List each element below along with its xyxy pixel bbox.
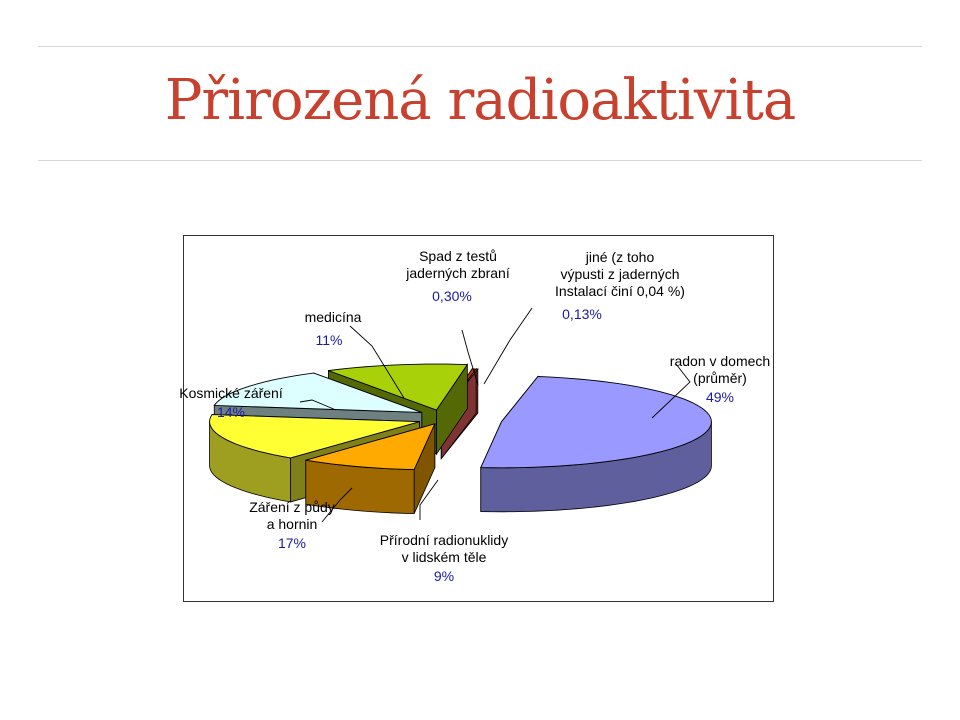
slice-label-fallout-line-0: Spad z testů bbox=[419, 248, 497, 264]
leader-line-radon bbox=[651, 363, 691, 419]
slice-label-other-line-0: jiné (z toho bbox=[585, 249, 655, 265]
slice-value-radon: 49% bbox=[706, 389, 734, 405]
slice-value-cosmic: 14% bbox=[217, 404, 245, 420]
slice-radon bbox=[480, 375, 712, 513]
leader-line-other bbox=[483, 307, 533, 385]
slice-body-top bbox=[305, 423, 436, 471]
slice-label-medicine-line-0: medicína bbox=[305, 309, 362, 325]
leader-line-fallout bbox=[461, 329, 479, 386]
slice-cosmic-top bbox=[213, 372, 422, 413]
bottom-rule bbox=[38, 160, 922, 161]
slice-label-soil-line-0: Záření z půdy bbox=[249, 499, 335, 515]
leader-line-medicine bbox=[349, 325, 405, 399]
slice-label-radon-line-0: radon v domech bbox=[670, 353, 770, 369]
slice-radon-top bbox=[480, 376, 712, 469]
leader-line-body bbox=[419, 479, 439, 520]
slice-label-body-line-0: Přírodní radionuklidy bbox=[380, 532, 508, 548]
top-rule bbox=[38, 46, 922, 47]
slice-label-radon: radon v domech(průměr) 49% bbox=[670, 353, 770, 405]
slice-medicine-top bbox=[328, 363, 469, 411]
leader-line-cosmic bbox=[299, 399, 337, 411]
slice-label-cosmic: Kosmické záření 14% bbox=[179, 385, 283, 420]
slice-label-fallout-line-1: jaderných zbraní bbox=[405, 265, 510, 281]
slice-label-soil-line-1: a hornin bbox=[267, 516, 318, 532]
slice-value-body: 9% bbox=[434, 568, 454, 584]
slice-value-other: 0,13% bbox=[562, 306, 602, 322]
slice-soil-top bbox=[209, 414, 420, 459]
slice-value-soil: 17% bbox=[278, 535, 306, 551]
slice-label-other-line-2: Instalací činí 0,04 %) bbox=[555, 283, 685, 299]
slice-value-fallout: 0,30% bbox=[432, 288, 472, 304]
slice-label-body-line-1: v lidském těle bbox=[402, 549, 487, 565]
slice-label-other-line-1: výpusti z jaderných bbox=[560, 266, 679, 282]
slice-body bbox=[305, 423, 436, 515]
slice-label-radon-line-1: (průměr) bbox=[693, 370, 747, 386]
leader-line-soil bbox=[321, 487, 353, 523]
slide-title: Přirozená radioaktivita bbox=[164, 68, 797, 133]
slice-label-medicine: medicína 11% bbox=[305, 309, 362, 348]
slice-value-medicine: 11% bbox=[316, 332, 343, 348]
slice-label-cosmic-line-0: Kosmické záření bbox=[179, 385, 283, 401]
